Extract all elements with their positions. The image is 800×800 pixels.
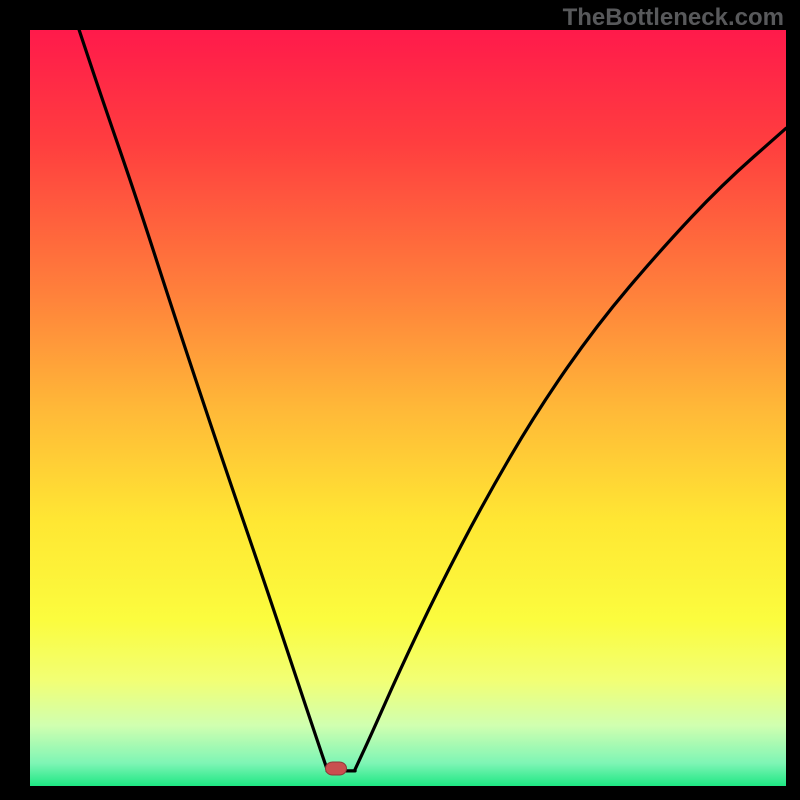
border-right <box>786 0 800 800</box>
marker-icon <box>325 761 347 775</box>
chart-frame: TheBottleneck.com <box>0 0 800 800</box>
border-left <box>0 0 30 800</box>
optimum-marker <box>325 761 347 780</box>
border-bottom <box>0 786 800 800</box>
bottleneck-curve <box>30 30 786 786</box>
watermark-label: TheBottleneck.com <box>563 4 784 32</box>
plot-area <box>30 30 786 786</box>
